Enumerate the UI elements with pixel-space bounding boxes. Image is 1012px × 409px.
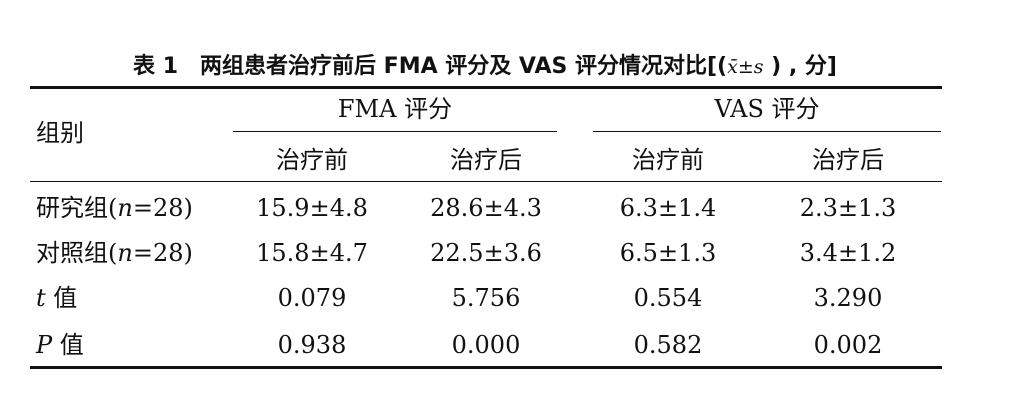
header-vas-before: 治疗前 xyxy=(632,146,704,174)
table-title: 两组患者治疗前后 FMA 评分及 VAS 评分情况对比[( xyxy=(200,54,728,79)
table-cell: 0.002 xyxy=(813,331,883,359)
table-cell: 0.554 xyxy=(633,284,703,312)
header-vas-score: VAS 评分 xyxy=(714,95,820,123)
table-cell: 15.9±4.8 xyxy=(256,194,368,222)
table-bottom-rule xyxy=(30,366,942,369)
table-title-unit: ) , 分] xyxy=(763,54,837,79)
row-label-t-value: t 值 xyxy=(36,284,78,312)
table-cell: 0.938 xyxy=(277,331,347,359)
header-vas-after: 治疗后 xyxy=(812,146,884,174)
table-cell: 22.5±3.6 xyxy=(430,239,542,267)
header-fma-score: FMA 评分 xyxy=(337,95,453,123)
table-cell: 3.4±1.2 xyxy=(799,239,897,267)
table-header-rule xyxy=(30,181,942,182)
table-cell: 6.3±1.4 xyxy=(619,194,717,222)
table-cell: 2.3±1.3 xyxy=(799,194,897,222)
header-group: 组别 xyxy=(36,119,84,147)
table-cell: 0.000 xyxy=(451,331,521,359)
table-cell: 0.079 xyxy=(277,284,347,312)
table-top-rule xyxy=(30,86,942,89)
table-cell: 0.582 xyxy=(633,331,703,359)
table-number: 表 1 xyxy=(133,54,178,79)
row-label-control-group: 对照组(n=28) xyxy=(36,239,193,267)
fma-header-underline xyxy=(233,131,557,132)
header-fma-before: 治疗前 xyxy=(276,146,348,174)
table-cell: 15.8±4.7 xyxy=(256,239,368,267)
vas-header-underline xyxy=(593,131,941,132)
table-cell: 5.756 xyxy=(451,284,521,312)
header-fma-after: 治疗后 xyxy=(450,146,522,174)
table-cell: 6.5±1.3 xyxy=(619,239,717,267)
row-label-p-value: P 值 xyxy=(36,331,84,359)
table-cell: 28.6±4.3 xyxy=(430,194,542,222)
table-cell: 3.290 xyxy=(813,284,883,312)
row-label-study-group: 研究组(n=28) xyxy=(36,194,193,222)
mean-sd-notation: x̄±s xyxy=(727,56,764,78)
table-caption: 表 1 两组患者治疗前后 FMA 评分及 VAS 评分情况对比[(x̄±s ) ,… xyxy=(30,52,940,82)
